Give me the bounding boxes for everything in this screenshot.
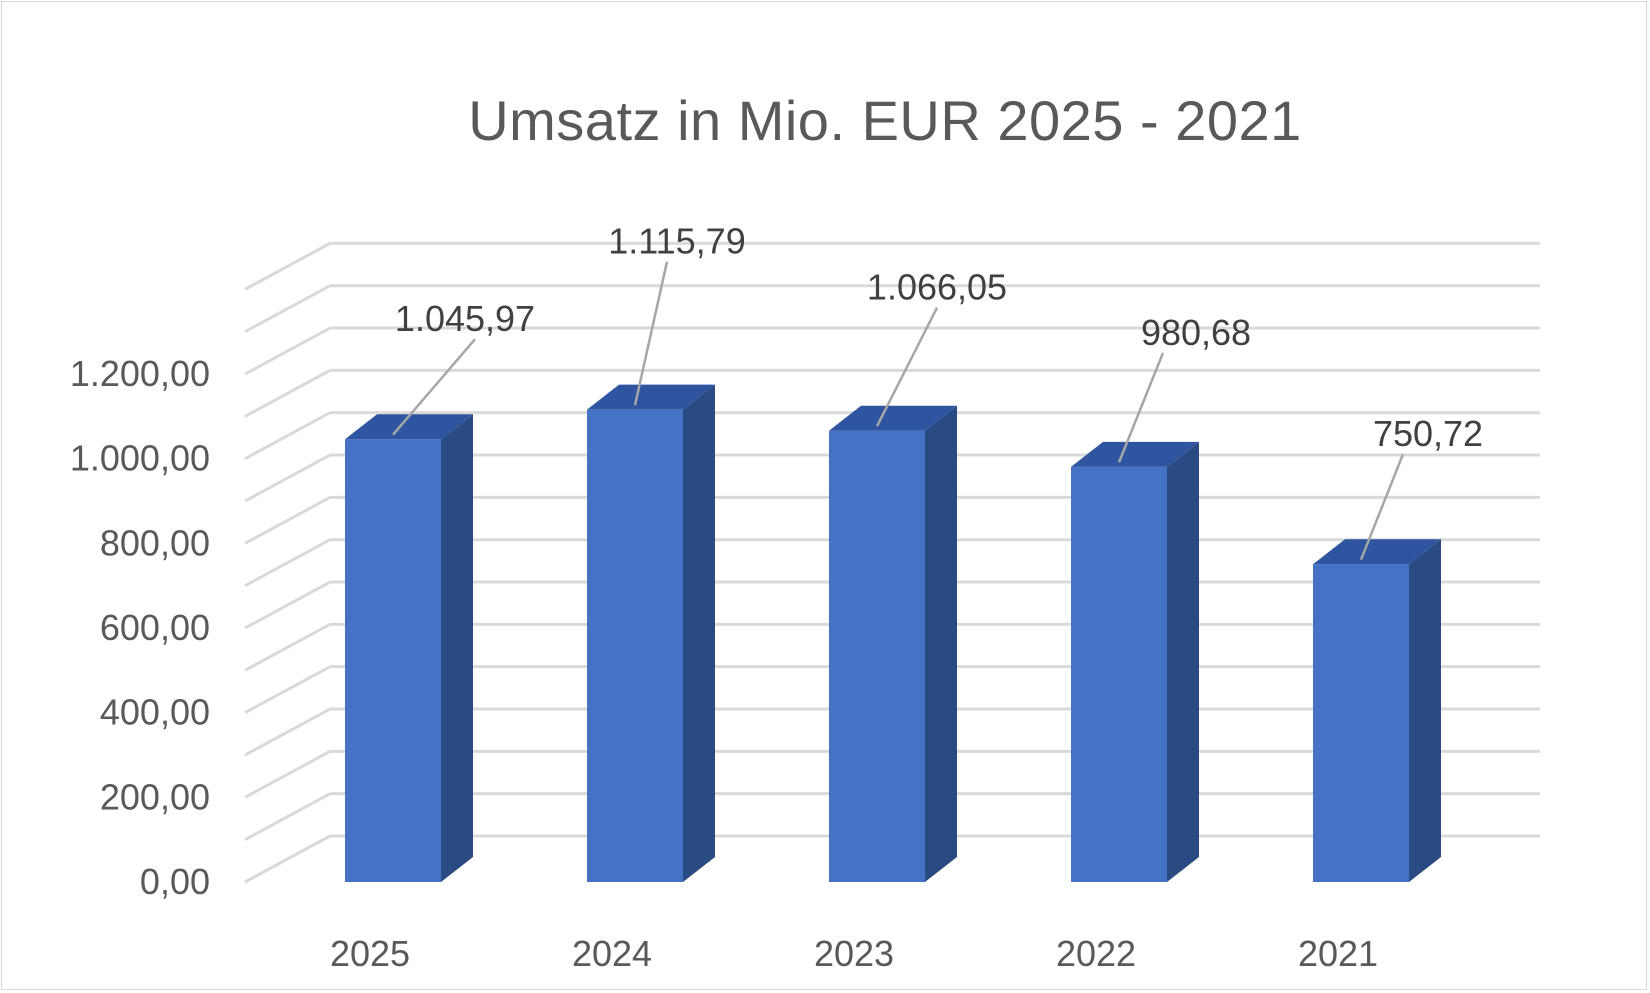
x-tick-label: 2023: [814, 933, 894, 974]
gridline-side: [244, 538, 331, 588]
y-tick-label: 600,00: [100, 607, 210, 648]
bar-top: [829, 405, 957, 431]
leader-line: [633, 261, 669, 406]
gridline-side: [244, 411, 331, 461]
gridline-side: [244, 369, 331, 418]
y-tick-label: 1.000,00: [70, 438, 210, 479]
bar-side: [1409, 539, 1441, 882]
bar-side: [683, 384, 715, 882]
data-label: 1.115,79: [608, 221, 745, 262]
bar-front: [587, 409, 683, 882]
bar-2021: [1313, 539, 1441, 882]
bar-2023: [829, 405, 957, 882]
bar-2022: [1071, 441, 1199, 882]
chart-title: Umsatz in Mio. EUR 2025 - 2021: [468, 89, 1302, 152]
gridline-side: [244, 496, 331, 545]
data-label: 1.066,05: [867, 267, 1007, 308]
bar-side: [441, 414, 473, 882]
leader-line: [392, 338, 476, 436]
leader-line: [1359, 453, 1405, 561]
bars: [345, 384, 1441, 882]
bar-front: [1071, 466, 1167, 882]
x-axis-tick-labels: 2025 2024 2023 2022 2021: [330, 933, 1378, 974]
bar-2025: [345, 414, 473, 882]
y-tick-label: 0,00: [140, 861, 210, 902]
data-label: 980,68: [1141, 312, 1251, 353]
bar-front: [829, 430, 925, 882]
data-label: 1.045,97: [395, 298, 535, 339]
gridline-side: [244, 453, 331, 503]
bar-top: [1313, 539, 1441, 565]
gridline-side: [244, 284, 331, 334]
gridline-side: [244, 326, 331, 376]
bar-top: [1071, 441, 1199, 467]
data-label: 750,72: [1373, 413, 1483, 454]
y-tick-label: 800,00: [100, 522, 210, 563]
gridline-side: [244, 707, 331, 757]
gridline-side: [244, 665, 331, 714]
bar-front: [345, 439, 441, 882]
gridline-side: [244, 750, 331, 799]
gridline-side: [244, 792, 331, 841]
bar-front: [1313, 564, 1409, 882]
leader-line: [1117, 352, 1165, 463]
x-tick-label: 2021: [1298, 933, 1378, 974]
gridline-side: [244, 242, 331, 291]
leader-line: [875, 307, 939, 427]
bar-top: [345, 414, 473, 440]
gridline-side: [244, 834, 331, 884]
x-tick-label: 2025: [330, 933, 410, 974]
y-tick-label: 1.200,00: [70, 353, 210, 394]
x-tick-label: 2022: [1056, 933, 1136, 974]
y-tick-label: 400,00: [100, 692, 210, 733]
y-axis-tick-labels: 0,00 200,00 400,00 600,00 800,00 1.000,00 1.20…: [70, 353, 210, 902]
bar-side: [1167, 441, 1199, 882]
y-tick-label: 200,00: [100, 776, 210, 817]
x-tick-label: 2024: [572, 933, 652, 974]
bar-2024: [587, 384, 715, 882]
gridline-side: [244, 580, 331, 630]
data-label-leaders: [392, 261, 1405, 561]
data-labels: 1.045,97 1.115,79 1.066,05 980,68 750,72: [395, 221, 1483, 455]
bar-top: [587, 384, 715, 410]
gridline-side: [244, 623, 331, 672]
bar-side: [925, 405, 957, 882]
